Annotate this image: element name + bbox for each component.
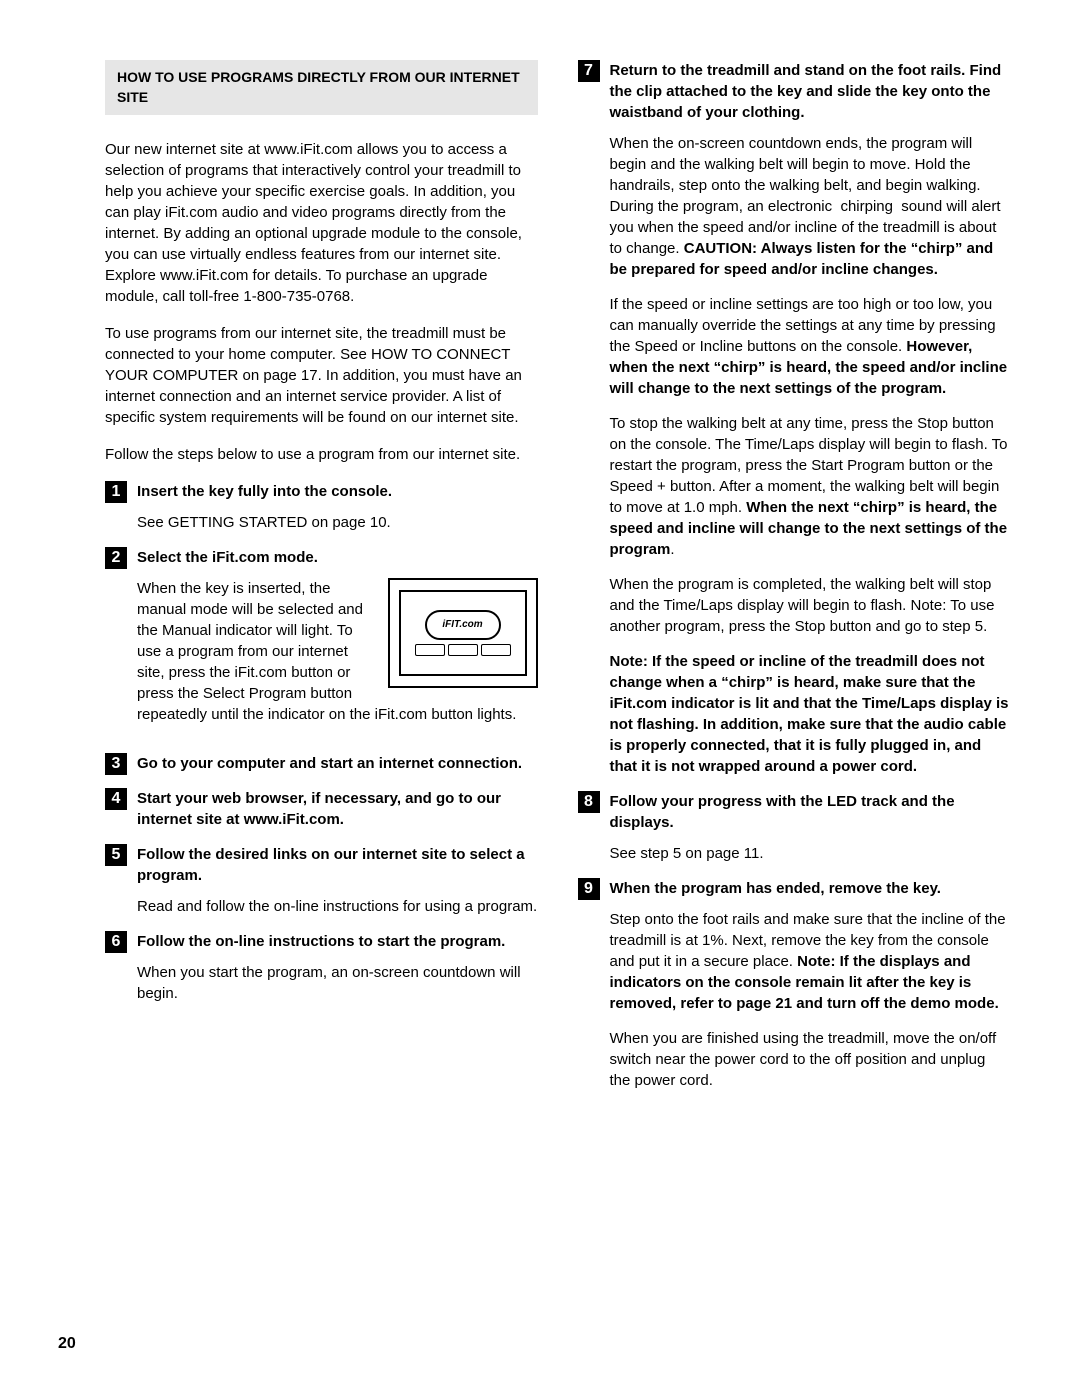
step-number: 7 <box>578 60 600 82</box>
console-small-button <box>481 644 511 656</box>
step-number: 2 <box>105 547 127 569</box>
step-4: 4 Start your web browser, if necessary, … <box>105 788 538 830</box>
step-3: 3 Go to your computer and start an inter… <box>105 753 538 774</box>
step-5: 5 Follow the desired links on our intern… <box>105 844 538 917</box>
step-number: 1 <box>105 481 127 503</box>
step-number: 9 <box>578 878 600 900</box>
step-title: Start your web browser, if necessary, an… <box>137 788 538 830</box>
step-title: Follow the on-line instructions to start… <box>137 931 538 952</box>
text-run: When the on-screen countdown ends, the p… <box>610 135 1001 257</box>
section-header: HOW TO USE PROGRAMS DIRECTLY FROM OUR IN… <box>105 60 538 115</box>
step-title: Go to your computer and start an interne… <box>137 753 538 774</box>
note-text: Note: If the speed or incline of the tre… <box>610 651 1011 777</box>
step-title: Insert the key fully into the console. <box>137 481 538 502</box>
intro-paragraph-3: Follow the steps below to use a program … <box>105 444 538 465</box>
step-body-text: Step onto the foot rails and make sure t… <box>610 909 1011 1014</box>
step-title: Return to the treadmill and stand on the… <box>610 60 1011 123</box>
console-small-button <box>415 644 445 656</box>
step-body-text: See step 5 on page 11. <box>610 843 1011 864</box>
step-6: 6 Follow the on-line instructions to sta… <box>105 931 538 1004</box>
step-body-text: When you are finished using the treadmil… <box>610 1028 1011 1091</box>
step-1: 1 Insert the key fully into the console.… <box>105 481 538 533</box>
step-2: 2 Select the iFit.com mode. iFIT.com Whe… <box>105 547 538 739</box>
step-number: 8 <box>578 791 600 813</box>
text-run: . <box>670 541 674 558</box>
intro-paragraph-2: To use programs from our internet site, … <box>105 323 538 428</box>
step-title: Follow the desired links on our internet… <box>137 844 538 886</box>
ifit-button-icon: iFIT.com <box>425 610 501 640</box>
step-body-text: See GETTING STARTED on page 10. <box>137 512 538 533</box>
step-9: 9 When the program has ended, remove the… <box>578 878 1011 1091</box>
console-small-button <box>448 644 478 656</box>
step-number: 4 <box>105 788 127 810</box>
step-number: 6 <box>105 931 127 953</box>
step-body-text: If the speed or incline settings are too… <box>610 294 1011 399</box>
step-body-text: When the on-screen countdown ends, the p… <box>610 133 1011 280</box>
step-number: 3 <box>105 753 127 775</box>
step-7: 7 Return to the treadmill and stand on t… <box>578 60 1011 777</box>
step-title: Follow your progress with the LED track … <box>610 791 1011 833</box>
intro-paragraph-1: Our new internet site at www.iFit.com al… <box>105 139 538 307</box>
step-title: Select the iFit.com mode. <box>137 547 538 568</box>
step-body-text: Read and follow the on-line instructions… <box>137 896 538 917</box>
step-body-text: When you start the program, an on-screen… <box>137 962 538 1004</box>
step-body-text: To stop the walking belt at any time, pr… <box>610 413 1011 560</box>
step-body-text: When the program is completed, the walki… <box>610 574 1011 637</box>
step-8: 8 Follow your progress with the LED trac… <box>578 791 1011 864</box>
page-number: 20 <box>58 1333 76 1355</box>
step-number: 5 <box>105 844 127 866</box>
console-illustration: iFIT.com <box>388 578 538 688</box>
console-panel: iFIT.com <box>399 590 527 676</box>
step-title: When the program has ended, remove the k… <box>610 878 1011 899</box>
